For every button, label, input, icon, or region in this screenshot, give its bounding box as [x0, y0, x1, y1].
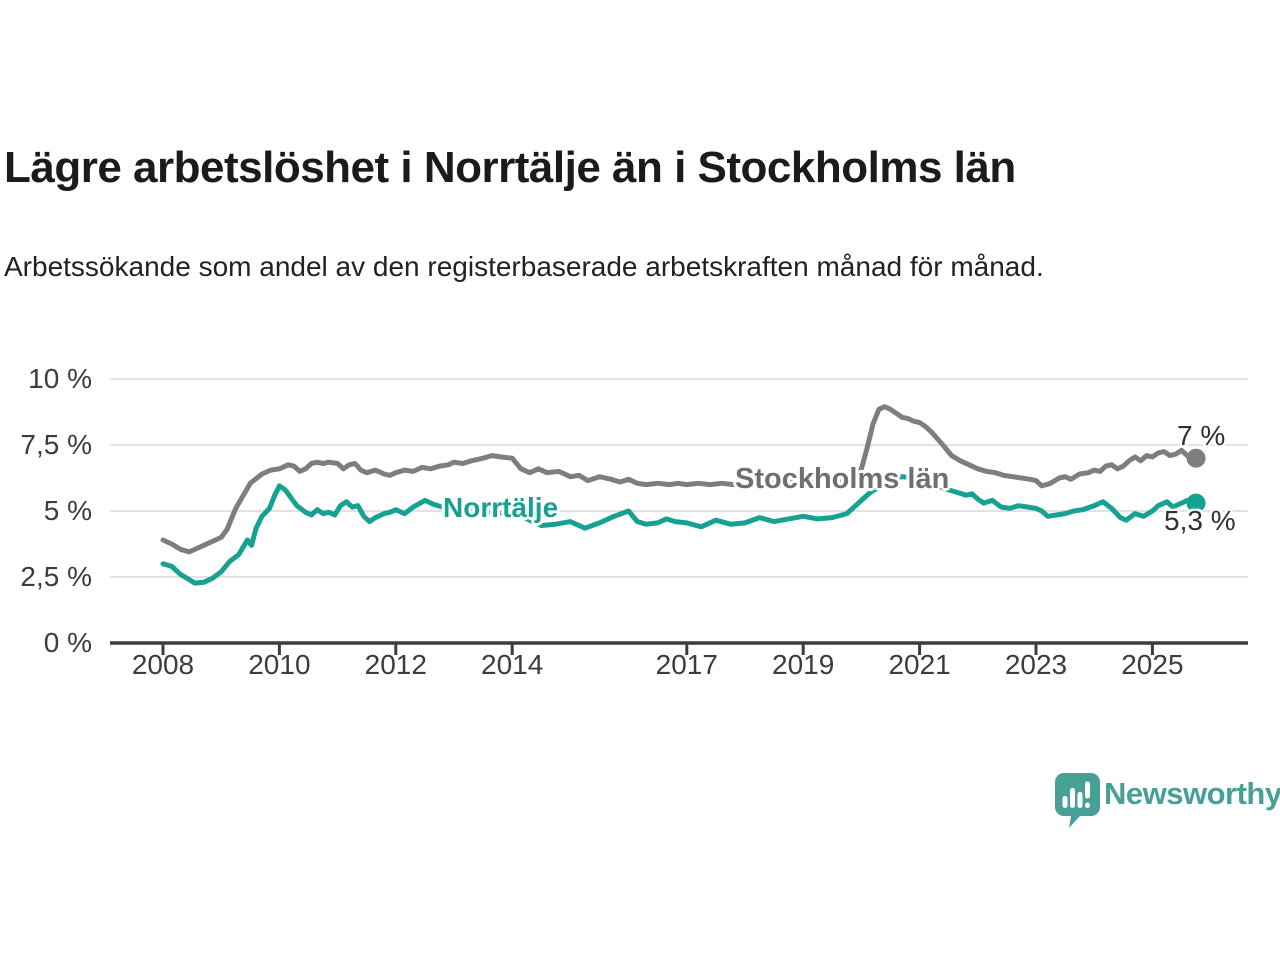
y-axis-label: 7,5 %	[20, 429, 92, 460]
x-axis-label: 2010	[248, 649, 311, 680]
line-norrtalje	[160, 474, 1199, 586]
chart-subtitle: Arbetssökande som andel av den registerb…	[4, 251, 1044, 282]
x-axis-label: 2017	[655, 649, 718, 680]
line-stockholms-lan	[160, 404, 1199, 555]
x-axis-label: 2008	[131, 649, 195, 680]
newsworthy-wordmark: Newsworthy	[1104, 776, 1280, 811]
end-value-label-stockholm: 7 %	[1177, 420, 1226, 451]
x-axis-label: 2021	[888, 649, 951, 680]
end-dot-stockholms-lan	[1186, 448, 1206, 468]
newsworthy-logo-icon	[1055, 773, 1100, 828]
series-label-norrtalje: Norrtälje	[443, 492, 559, 523]
y-axis-label: 2,5 %	[20, 561, 92, 592]
x-axis-label: 2025	[1121, 649, 1184, 680]
line-chart-plot	[110, 378, 1248, 655]
end-value-label-norrtalje: 5,3 %	[1164, 505, 1236, 536]
newsworthy-brand[interactable]: Newsworthy	[1053, 771, 1280, 828]
y-axis-label: 10 %	[28, 363, 92, 394]
x-axis-label: 2014	[481, 649, 544, 680]
x-axis-label: 2019	[772, 649, 835, 680]
page-title: Lägre arbetslöshet i Norrtälje än i Stoc…	[4, 143, 1016, 192]
y-axis-label: 5 %	[43, 495, 92, 526]
y-axis-label: 0 %	[43, 627, 92, 658]
end-dot-norrtalje	[1186, 493, 1206, 513]
x-axis-label: 2023	[1004, 649, 1068, 680]
series-label-stockholms-lan: Stockholms län	[735, 463, 950, 495]
x-axis-label: 2012	[364, 649, 427, 680]
